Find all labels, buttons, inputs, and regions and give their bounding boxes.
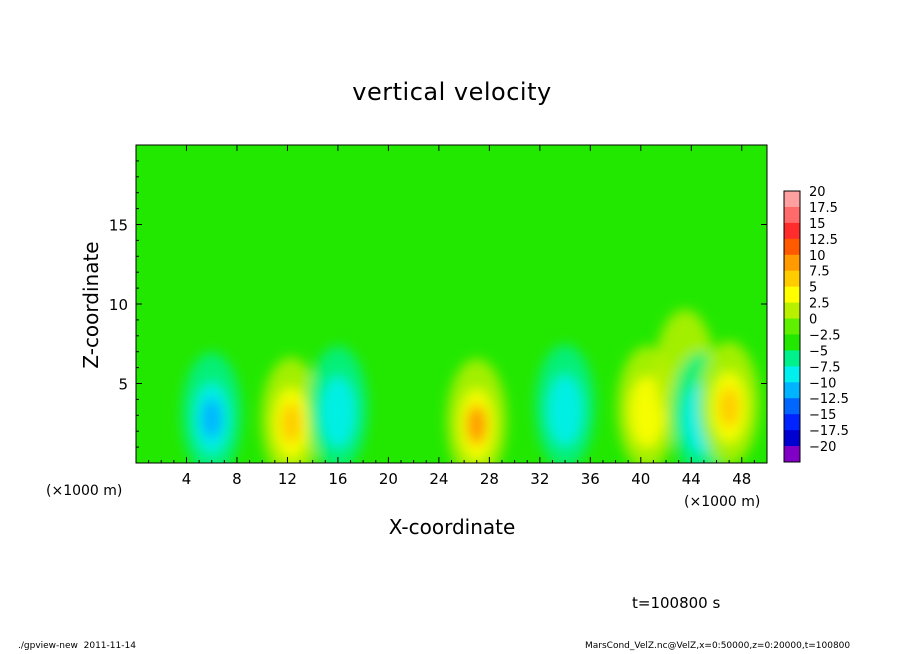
colorbar-swatch <box>784 238 800 256</box>
colorbar-label: −17.5 <box>809 424 849 439</box>
velocity-field <box>181 309 760 463</box>
colorbar-swatch <box>784 222 800 240</box>
y-tick-label: 15 <box>109 217 128 235</box>
colorbar-swatch <box>784 302 800 319</box>
colorbar-swatch <box>784 270 800 288</box>
colorbar-label: 0 <box>809 313 817 328</box>
colorbar-swatch <box>784 446 800 463</box>
colorbar: 2017.51512.5107.552.50−2.5−5−7.5−10−12.5… <box>783 185 849 463</box>
x-tick-label: 16 <box>328 470 347 488</box>
colorbar-label: 20 <box>809 185 826 200</box>
colorbar-swatch <box>784 366 800 383</box>
footer-program-date: ./gpview-new 2011-11-14 <box>18 641 136 651</box>
colorbar-label: 10 <box>809 249 826 264</box>
y-axis-label: Z-coordinate <box>79 241 103 369</box>
field-blobs <box>181 309 760 463</box>
x-tick-label: 20 <box>379 470 398 488</box>
x-tick-label: 4 <box>182 470 192 488</box>
colorbar-swatch <box>784 318 800 335</box>
colorbar-label: 12.5 <box>809 233 838 248</box>
colorbar-swatch <box>784 191 800 208</box>
x-tick-label: 8 <box>232 470 242 488</box>
colorbar-swatch <box>784 350 800 367</box>
colorbar-label: −10 <box>809 376 836 391</box>
chart-title: vertical velocity <box>352 78 552 106</box>
x-axis-label: X-coordinate <box>388 515 516 539</box>
colorbar-swatch <box>784 414 800 431</box>
field-blob-mid <box>547 374 584 447</box>
colorbar-swatch <box>784 286 800 303</box>
colorbar-label: −20 <box>809 440 836 455</box>
colorbar-label: −7.5 <box>809 360 841 375</box>
x-tick-label: 12 <box>278 470 297 488</box>
colorbar-label: 2.5 <box>809 297 830 312</box>
time-annotation: t=100800 s <box>632 594 721 612</box>
colorbar-swatch <box>784 430 800 447</box>
field-blob-core <box>201 398 222 439</box>
field-blob-mid <box>629 376 666 449</box>
colorbar-label: −2.5 <box>809 328 841 343</box>
x-unit-label-right: (×1000 m) <box>684 494 761 510</box>
x-tick-label: 32 <box>530 470 549 488</box>
footer-data-source: MarsCond_VelZ.nc@VelZ,x=0:50000,z=0:2000… <box>585 641 851 651</box>
x-tick-label: 48 <box>732 470 751 488</box>
colorbar-label: −12.5 <box>809 392 849 407</box>
x-tick-label: 36 <box>581 470 600 488</box>
colorbar-swatch <box>784 254 800 272</box>
field-blob-mid <box>319 376 356 449</box>
x-axis-ticks: 4 8 12 16 20 24 28 32 36 40 44 48 <box>148 145 755 488</box>
colorbar-label: 5 <box>809 281 817 296</box>
colorbar-swatch <box>784 398 800 415</box>
colorbar-label: 7.5 <box>809 265 830 280</box>
colorbar-swatch <box>784 382 800 399</box>
x-tick-label: 40 <box>631 470 650 488</box>
colorbar-label: 17.5 <box>809 201 838 216</box>
colorbar-swatch <box>784 206 800 224</box>
x-tick-label: 44 <box>682 470 701 488</box>
x-tick-label: 24 <box>429 470 448 488</box>
y-tick-label: 10 <box>109 296 128 314</box>
colorbar-label: 15 <box>809 217 826 232</box>
y-tick-label: 5 <box>118 376 128 394</box>
field-blob-core <box>281 403 302 444</box>
colorbar-label: −15 <box>809 408 836 423</box>
colorbar-label: −5 <box>809 344 828 359</box>
x-unit-label-left: (×1000 m) <box>46 483 123 499</box>
colorbar-frame <box>783 190 801 463</box>
x-tick-label: 28 <box>480 470 499 488</box>
colorbar-swatch <box>784 334 800 351</box>
field-blob-core <box>719 387 740 428</box>
field-blob-core <box>466 404 487 445</box>
y-axis-ticks: 5 10 15 <box>109 160 767 448</box>
